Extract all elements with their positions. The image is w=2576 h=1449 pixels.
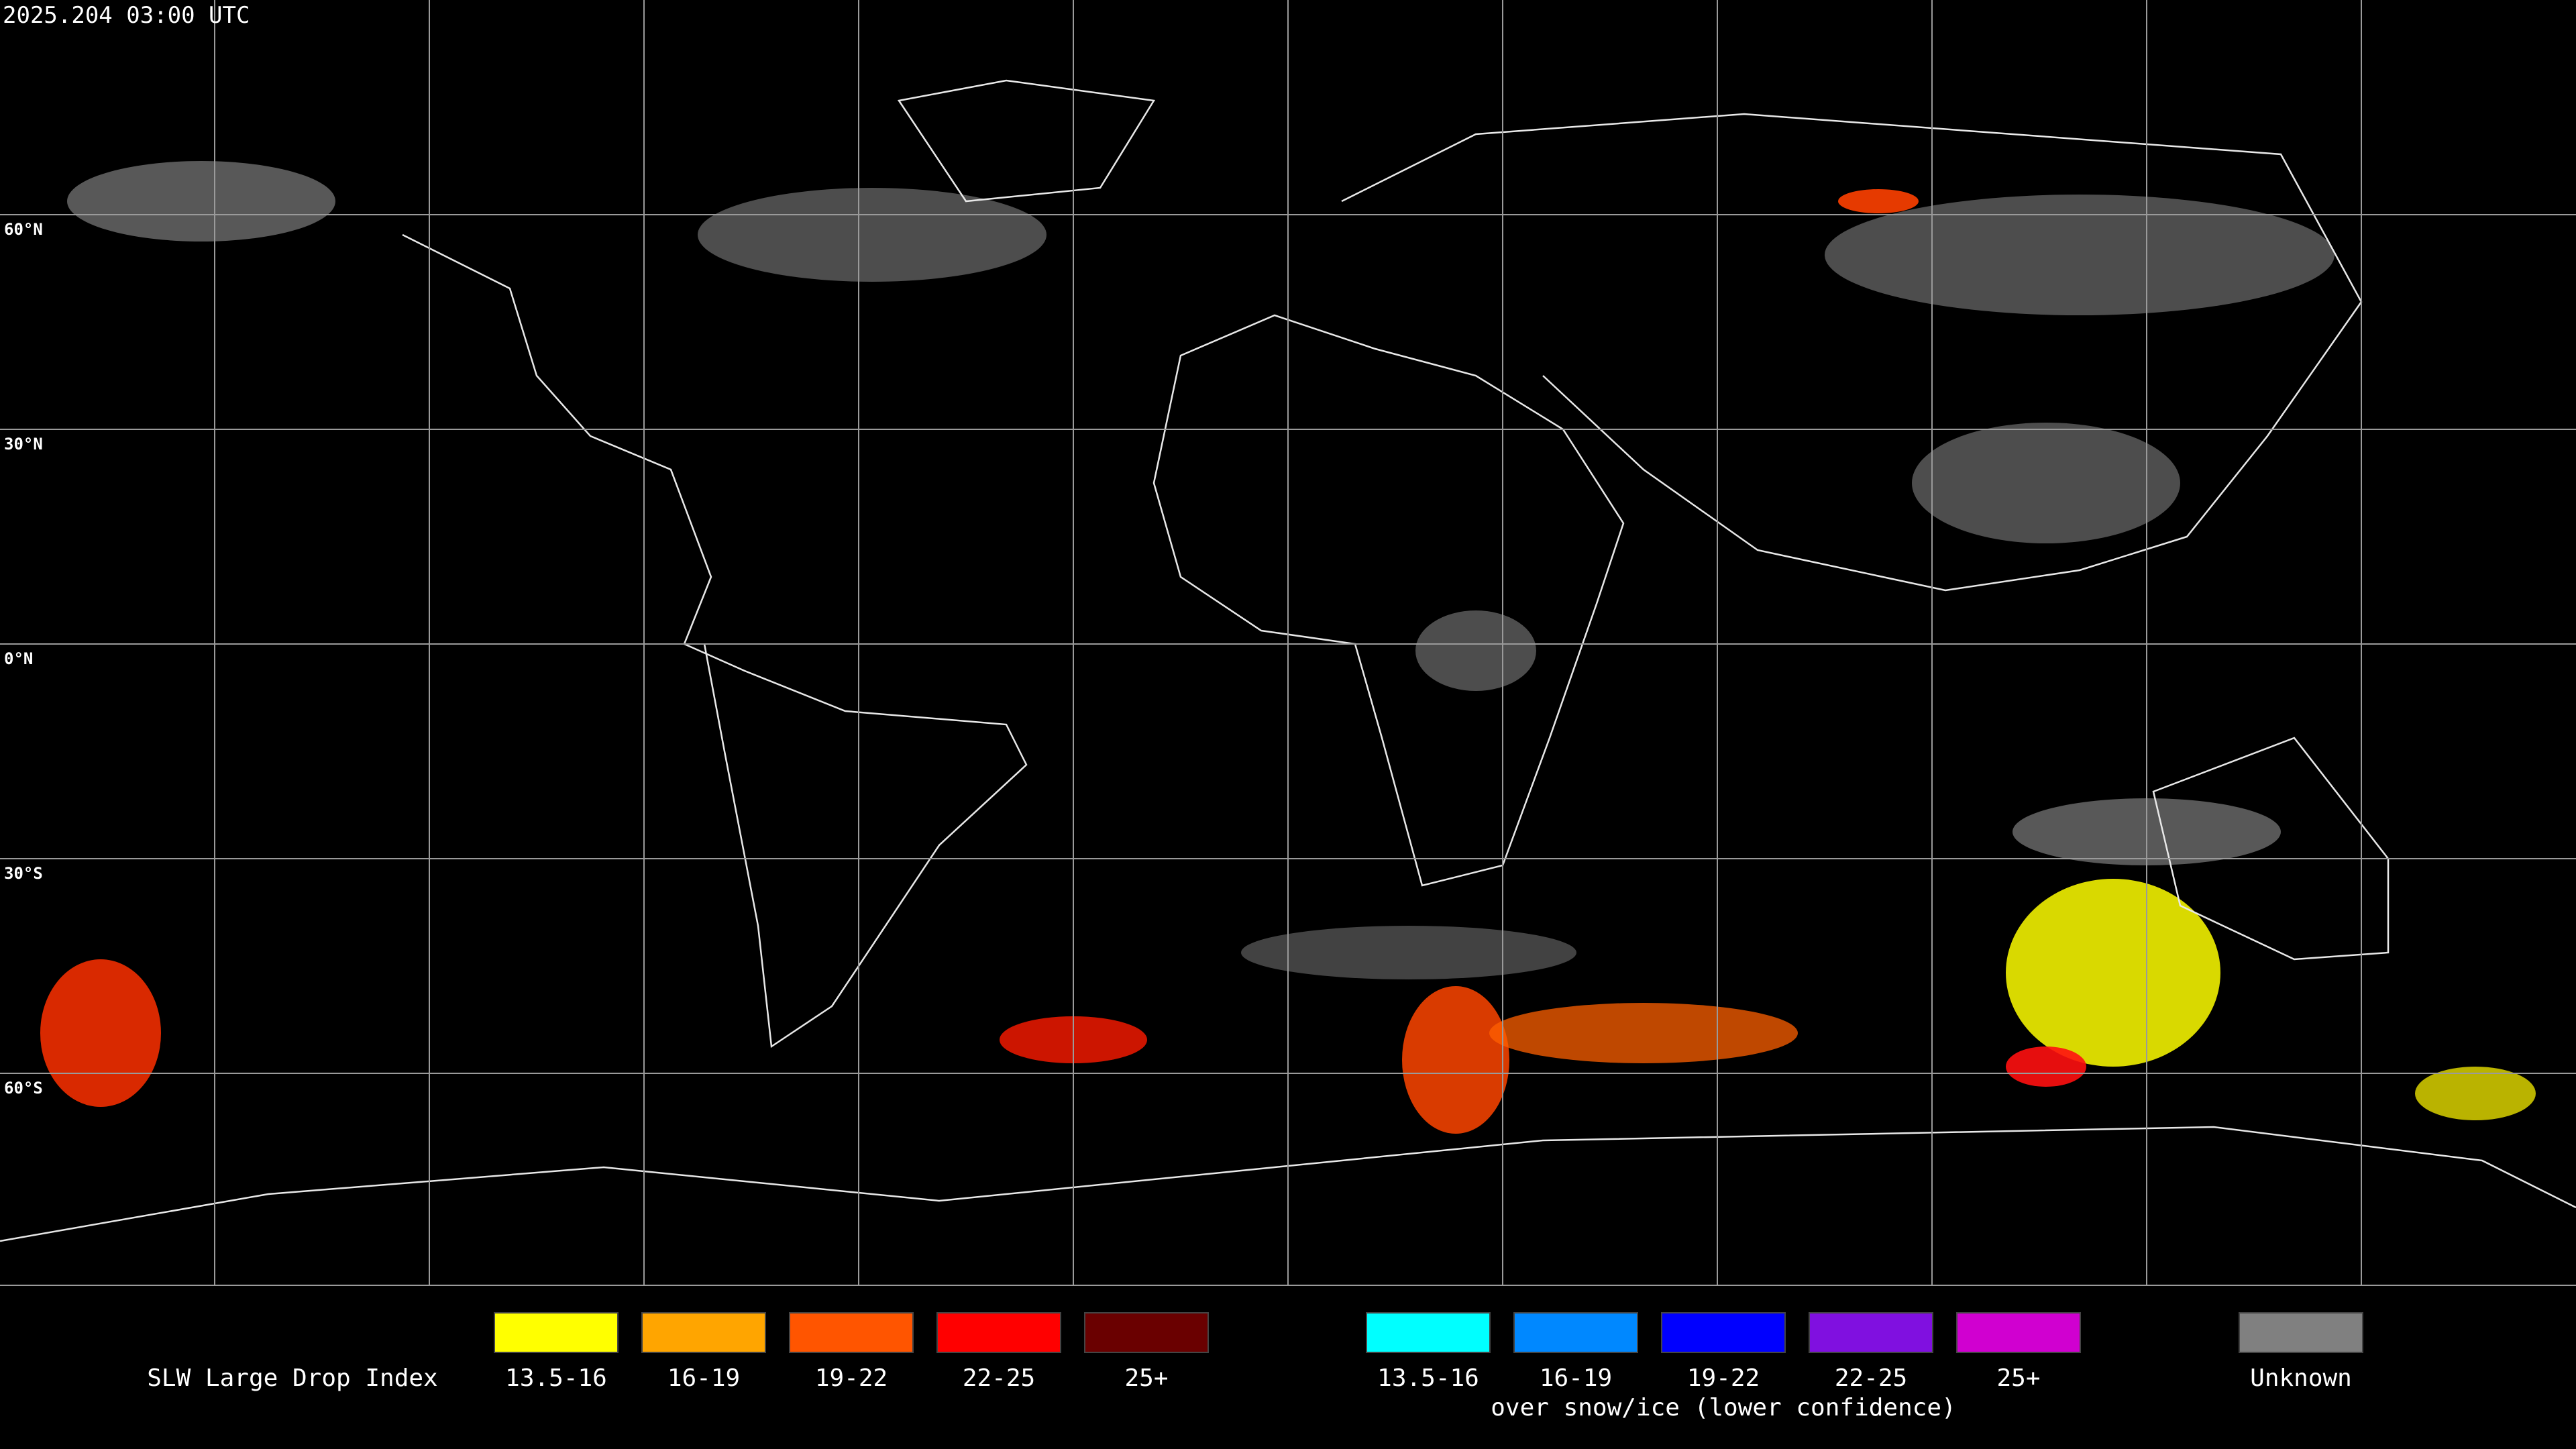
legend-caption: over snow/ice (lower confidence) <box>1491 1394 1956 1421</box>
legend-label: 25+ <box>1996 1364 2040 1392</box>
legend-swatch <box>936 1312 1061 1353</box>
cloud <box>1825 195 2334 315</box>
timestamp: 2025.204 03:00 UTC <box>3 2 250 29</box>
coastline <box>0 1126 2576 1242</box>
cloud-field <box>40 161 2536 1134</box>
legend-swatch <box>1084 1312 1209 1353</box>
cloud <box>698 188 1046 282</box>
legend-swatch <box>641 1312 766 1353</box>
cloud <box>1402 986 1509 1134</box>
latitude-labels: 60°N 30°N 0°N 30°S 60°S <box>4 220 43 1097</box>
cloud <box>1415 610 1536 691</box>
legend-swatch <box>2239 1312 2363 1353</box>
legend-swatch <box>1513 1312 1638 1353</box>
cloud <box>2006 879 2220 1067</box>
legend: 13.5-16 16-19 19-22 22-25 25+ 13.5-16 16-19 19-… <box>494 1312 2363 1392</box>
legend-label: 13.5-16 <box>1377 1364 1479 1392</box>
legend-swatch <box>1661 1312 1786 1353</box>
legend-label: 25+ <box>1124 1364 1168 1392</box>
cloud <box>1241 926 1576 979</box>
cloud <box>1838 189 1919 213</box>
legend-label: 19-22 <box>815 1364 888 1392</box>
coastlines <box>0 79 2576 1242</box>
latitude-label: 60°S <box>4 1079 43 1097</box>
graticule <box>0 0 2576 1285</box>
legend-swatch <box>1956 1312 2081 1353</box>
legend-label: Unknown <box>2250 1364 2352 1392</box>
legend-label: 19-22 <box>1687 1364 1760 1392</box>
legend-swatch <box>1366 1312 1491 1353</box>
legend-swatch <box>494 1312 619 1353</box>
latitude-label: 30°N <box>4 435 43 453</box>
legend-panel <box>0 1285 2576 1449</box>
coastline <box>1341 113 2363 592</box>
coastline <box>1152 314 1625 887</box>
latitude-label: 0°N <box>4 649 33 668</box>
coastline <box>402 233 1028 1049</box>
coastline <box>897 79 1156 203</box>
legend-label: 16-19 <box>1540 1364 1612 1392</box>
latitude-label: 60°N <box>4 220 43 239</box>
legend-label: 13.5-16 <box>505 1364 607 1392</box>
legend-label: 22-25 <box>1835 1364 1907 1392</box>
legend-label: 22-25 <box>963 1364 1035 1392</box>
legend-swatch <box>789 1312 914 1353</box>
legend-swatch <box>1809 1312 1933 1353</box>
cloud <box>1912 423 2180 543</box>
coastline <box>2152 737 2390 961</box>
cloud <box>2006 1046 2086 1087</box>
cloud <box>2415 1067 2536 1120</box>
cloud <box>67 161 335 241</box>
latitude-label: 30°S <box>4 864 43 883</box>
cloud <box>1489 1003 1798 1063</box>
legend-title: SLW Large Drop Index <box>147 1364 437 1392</box>
legend-label: 16-19 <box>667 1364 740 1392</box>
cloud <box>40 959 161 1107</box>
